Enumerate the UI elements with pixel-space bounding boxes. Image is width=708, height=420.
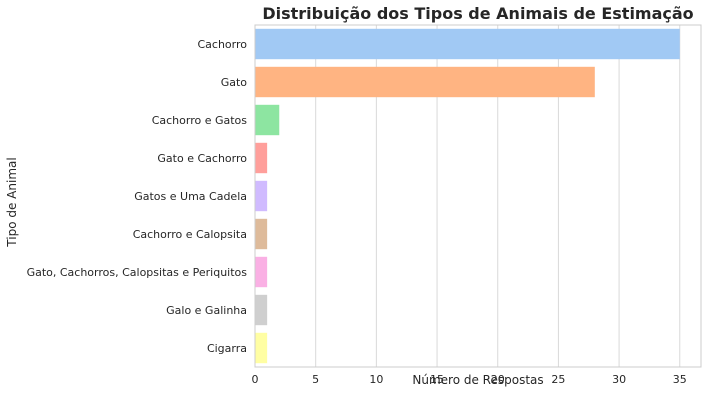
- bar: [255, 257, 267, 287]
- y-tick-label: Gato: [221, 76, 248, 89]
- y-tick-labels: Cachorro Gato Cachorro e Gatos Gato e Cacho…: [27, 38, 248, 355]
- bar: [255, 219, 267, 249]
- x-tick-label: 5: [312, 373, 319, 386]
- y-tick-label: Gatos e Uma Cadela: [134, 190, 247, 203]
- bar: [255, 295, 267, 325]
- y-tick-label: Cachorro: [197, 38, 247, 51]
- bar: [255, 181, 267, 211]
- y-tick-label: Cigarra: [207, 342, 247, 355]
- bar: [255, 333, 267, 363]
- y-tick-label: Cachorro e Gatos: [152, 114, 248, 127]
- x-axis-label: Número de Respostas: [412, 373, 543, 387]
- bars: [255, 29, 680, 363]
- y-tick-label: Gato e Cachorro: [157, 152, 247, 165]
- y-tick-label: Gato, Cachorros, Calopsitas e Periquitos: [27, 266, 248, 279]
- x-tick-label: 30: [612, 373, 626, 386]
- bar: [255, 67, 595, 97]
- x-tick-label: 35: [673, 373, 687, 386]
- chart-title: Distribuição dos Tipos de Animais de Est…: [262, 4, 693, 23]
- y-axis-label: Tipo de Animal: [5, 157, 19, 247]
- bar: [255, 29, 680, 59]
- x-tick-label: 25: [551, 373, 565, 386]
- bar: [255, 105, 279, 135]
- y-tick-label: Galo e Galinha: [166, 304, 247, 317]
- x-tick-label: 10: [369, 373, 383, 386]
- bar: [255, 143, 267, 173]
- x-tick-label: 0: [252, 373, 259, 386]
- y-tick-label: Cachorro e Calopsita: [133, 228, 247, 241]
